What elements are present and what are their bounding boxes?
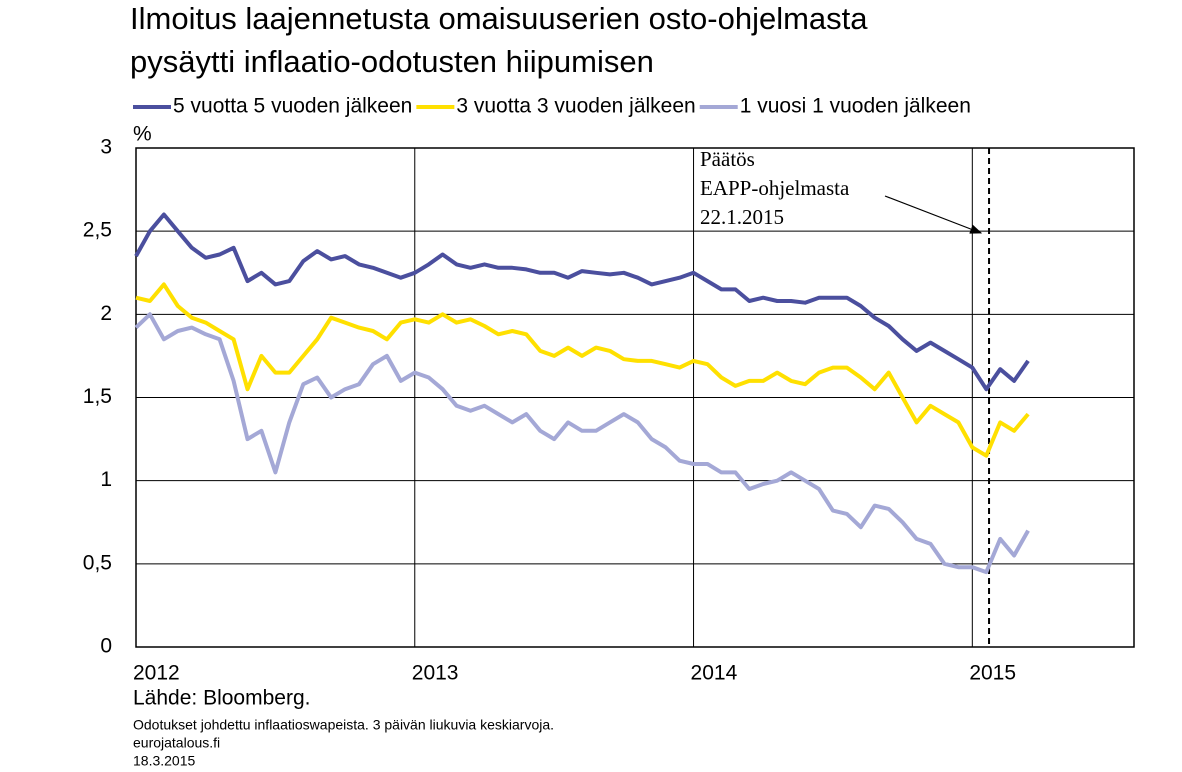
y-tick-label: 3 xyxy=(100,136,112,159)
y-tick-label: 1 xyxy=(100,468,112,491)
annotation-arrow xyxy=(884,195,983,234)
note: eurojatalous.fi xyxy=(133,735,220,751)
plot-frame xyxy=(135,147,1135,648)
y-tick-label: 2,5 xyxy=(83,219,112,242)
x-tick-label: 2015 xyxy=(969,662,1016,685)
legend-label: 1 vuosi 1 vuoden jälkeen xyxy=(740,95,971,118)
y-tick-label: 1,5 xyxy=(83,385,112,408)
note: 18.3.2015 xyxy=(133,753,195,769)
note: Odotukset johdettu inflaatioswapeista. 3… xyxy=(133,717,554,733)
chart-title: Ilmoitus laajennetusta omaisuuserien ost… xyxy=(130,1,868,36)
annotation: EAPP-ohjelmasta xyxy=(700,176,850,200)
legend-label: 3 vuotta 3 vuoden jälkeen xyxy=(456,95,695,118)
legend-label: 5 vuotta 5 vuoden jälkeen xyxy=(173,95,412,118)
source: Lähde: Bloomberg. xyxy=(133,687,310,710)
series-line xyxy=(135,282,1030,458)
x-tick-label: 2014 xyxy=(691,662,738,685)
annotation: Päätös xyxy=(700,147,755,171)
x-tick-label: 2012 xyxy=(133,662,180,685)
y-tick-label: 0,5 xyxy=(83,551,112,574)
series-line xyxy=(134,312,1030,575)
y-tick-label: 0 xyxy=(100,635,112,658)
chart-title: pysäytti inflaatio-odotusten hiipumisen xyxy=(130,44,654,79)
series-line xyxy=(134,212,1030,392)
annotation: 22.1.2015 xyxy=(700,205,784,229)
y-tick-label: 2 xyxy=(100,302,112,325)
x-tick-label: 2013 xyxy=(412,662,459,685)
y-unit: % xyxy=(133,123,152,146)
